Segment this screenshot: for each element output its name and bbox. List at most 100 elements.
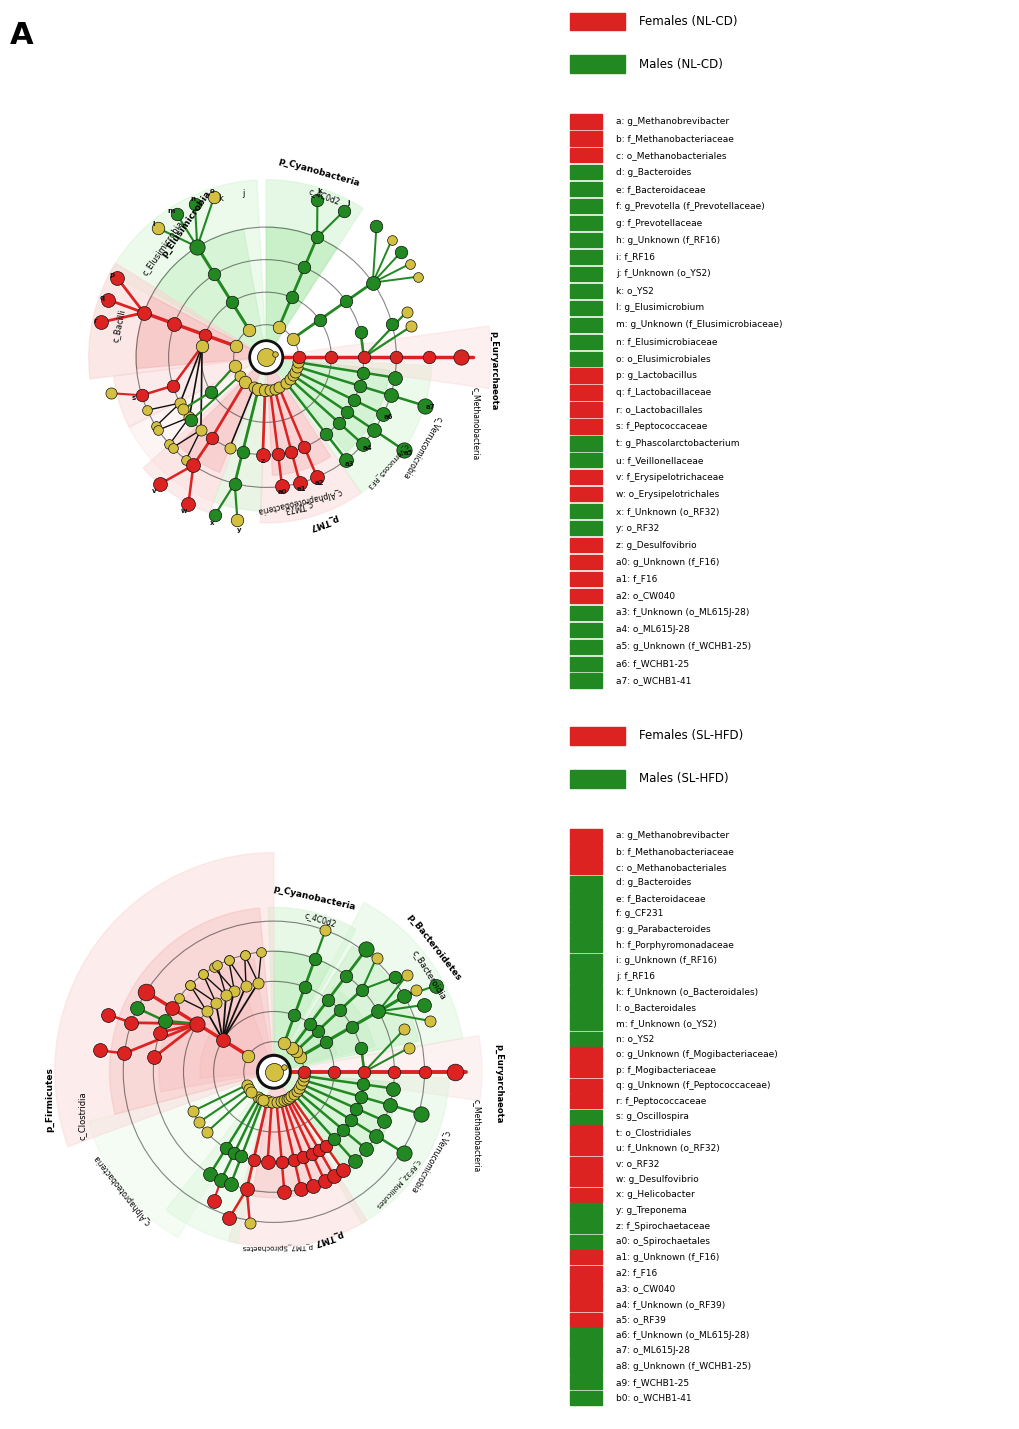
Text: a2: o_CW040: a2: o_CW040 (615, 592, 675, 600)
Text: e: f_Bacteroidaceae: e: f_Bacteroidaceae (615, 895, 705, 903)
FancyBboxPatch shape (570, 1156, 601, 1170)
Text: a0: o_Spirochaetales: a0: o_Spirochaetales (615, 1238, 709, 1246)
Circle shape (250, 340, 282, 374)
Wedge shape (274, 952, 330, 1072)
Text: f: g_Prevotella (f_Prevotellaceae): f: g_Prevotella (f_Prevotellaceae) (615, 201, 764, 210)
Wedge shape (228, 1072, 367, 1248)
FancyBboxPatch shape (570, 1375, 601, 1389)
Text: c_Verrucomicrobia: c_Verrucomicrobia (400, 414, 443, 480)
Text: a5: a5 (404, 450, 413, 456)
Wedge shape (266, 357, 389, 453)
Text: c_4C0d2: c_4C0d2 (308, 186, 341, 206)
FancyBboxPatch shape (570, 267, 601, 282)
FancyBboxPatch shape (570, 216, 601, 230)
Text: a1: g_Unknown (f_F16): a1: g_Unknown (f_F16) (615, 1253, 718, 1262)
Text: s: f_Peptococcaceae: s: f_Peptococcaceae (615, 422, 707, 432)
FancyBboxPatch shape (570, 985, 601, 999)
FancyBboxPatch shape (570, 56, 625, 73)
Text: p_Cyanobacteria: p_Cyanobacteria (272, 885, 356, 912)
FancyBboxPatch shape (570, 937, 601, 952)
Wedge shape (266, 357, 431, 493)
FancyBboxPatch shape (570, 1079, 601, 1093)
Text: p: p (109, 273, 114, 279)
Wedge shape (200, 1002, 274, 1079)
Text: Males (NL-CD): Males (NL-CD) (638, 57, 722, 71)
Text: p_Cyanobacteria: p_Cyanobacteria (277, 156, 361, 189)
Text: z: f_Spirochaetaceae: z: f_Spirochaetaceae (615, 1222, 709, 1230)
Text: a9: f_WCHB1-25: a9: f_WCHB1-25 (615, 1378, 689, 1386)
Wedge shape (260, 357, 361, 523)
Text: a7: o_WCHB1-41: a7: o_WCHB1-41 (615, 676, 691, 684)
Text: m: m (167, 207, 174, 214)
Text: e: f_Bacteroidaceae: e: f_Bacteroidaceae (615, 184, 705, 194)
Text: a5: g_Unknown (f_WCHB1-25): a5: g_Unknown (f_WCHB1-25) (615, 642, 750, 652)
Wedge shape (252, 1072, 336, 1198)
Text: c_Verrucos5_RF3: c_Verrucos5_RF3 (365, 442, 409, 490)
Wedge shape (143, 357, 266, 513)
Wedge shape (266, 180, 363, 357)
FancyBboxPatch shape (570, 114, 601, 129)
FancyBboxPatch shape (570, 470, 601, 484)
Text: a6: a6 (383, 414, 392, 420)
Text: s: g_Oscillospira: s: g_Oscillospira (615, 1112, 688, 1122)
Text: c_Bacteroidia: c_Bacteroidia (411, 947, 448, 1000)
Text: p_TM7: p_TM7 (307, 513, 338, 532)
Wedge shape (109, 180, 266, 357)
Text: r: r (94, 319, 97, 324)
Text: z: z (260, 457, 264, 464)
Wedge shape (266, 357, 330, 476)
Text: Females (SL-HFD): Females (SL-HFD) (638, 729, 743, 743)
Text: c_4C0d2: c_4C0d2 (303, 910, 337, 929)
FancyBboxPatch shape (570, 317, 601, 332)
Text: g: g_Parabacteroides: g: g_Parabacteroides (615, 925, 710, 935)
Text: a5: o_RF39: a5: o_RF39 (615, 1315, 665, 1325)
Text: h: f_Porphyromonadaceae: h: f_Porphyromonadaceae (615, 940, 734, 950)
Text: a7: o_ML615J-28: a7: o_ML615J-28 (615, 1346, 689, 1356)
FancyBboxPatch shape (570, 554, 601, 569)
Wedge shape (129, 357, 266, 512)
Text: a1: a1 (297, 486, 306, 492)
Text: t: g_Phascolarctobacterium: t: g_Phascolarctobacterium (615, 439, 739, 447)
Wedge shape (213, 357, 266, 512)
Text: a4: a4 (362, 446, 372, 452)
FancyBboxPatch shape (570, 907, 601, 922)
FancyBboxPatch shape (570, 1328, 601, 1342)
Wedge shape (268, 907, 356, 1072)
Wedge shape (166, 1072, 274, 1243)
FancyBboxPatch shape (570, 300, 601, 314)
FancyBboxPatch shape (570, 572, 601, 586)
Wedge shape (274, 1072, 399, 1175)
Wedge shape (274, 986, 375, 1072)
Text: A: A (10, 21, 34, 50)
FancyBboxPatch shape (570, 656, 601, 670)
Wedge shape (109, 907, 274, 1115)
FancyBboxPatch shape (570, 1047, 601, 1062)
Text: j: f_Unknown (o_YS2): j: f_Unknown (o_YS2) (615, 270, 710, 279)
Text: h: g_Unknown (f_RF16): h: g_Unknown (f_RF16) (615, 236, 719, 244)
Wedge shape (274, 1020, 336, 1072)
Wedge shape (274, 1036, 482, 1100)
Text: a3: f_Unknown (o_ML615J-28): a3: f_Unknown (o_ML615J-28) (615, 609, 749, 617)
Text: b: f_Methanobacteriaceae: b: f_Methanobacteriaceae (615, 134, 734, 143)
Text: a1: f_F16: a1: f_F16 (615, 574, 657, 583)
Text: x: g_Helicobacter: x: g_Helicobacter (615, 1190, 694, 1199)
Text: p_Elusimicrobia: p_Elusimicrobia (160, 189, 213, 259)
FancyBboxPatch shape (570, 453, 601, 467)
Wedge shape (266, 326, 490, 389)
FancyBboxPatch shape (570, 1140, 601, 1155)
Text: p: g_Lactobacillus: p: g_Lactobacillus (615, 372, 696, 380)
Text: p_Bacteroidetes: p_Bacteroidetes (405, 912, 462, 982)
Wedge shape (113, 357, 266, 427)
Text: u: f_Veillonellaceae: u: f_Veillonellaceae (615, 456, 703, 464)
Text: k: f_Unknown (o_Bacteroidales): k: f_Unknown (o_Bacteroidales) (615, 987, 757, 996)
FancyBboxPatch shape (570, 892, 601, 906)
Text: a7: a7 (425, 404, 435, 410)
Text: a0: g_Unknown (f_F16): a0: g_Unknown (f_F16) (615, 557, 718, 566)
Text: a4: o_ML615J-28: a4: o_ML615J-28 (615, 626, 689, 634)
FancyBboxPatch shape (570, 1359, 601, 1373)
FancyBboxPatch shape (570, 284, 601, 299)
Text: q: g_Unknown (f_Peptococcaceae): q: g_Unknown (f_Peptococcaceae) (615, 1082, 769, 1090)
FancyBboxPatch shape (570, 13, 625, 30)
Text: k: k (218, 193, 223, 203)
Text: a3: o_CW040: a3: o_CW040 (615, 1285, 675, 1293)
